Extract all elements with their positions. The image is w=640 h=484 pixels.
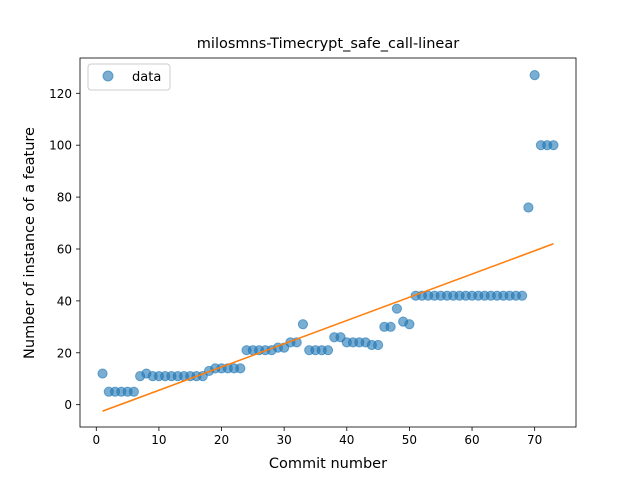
x-tick-label: 0 <box>92 433 100 447</box>
fit-line <box>102 243 554 412</box>
y-tick-label: 60 <box>57 242 72 256</box>
legend-frame <box>87 63 171 91</box>
x-axis-label: Commit number <box>269 456 387 472</box>
y-tick-label: 20 <box>57 346 72 360</box>
data-point <box>391 303 402 314</box>
x-tick-label: 40 <box>339 433 354 447</box>
legend: data <box>87 63 171 91</box>
x-tick-label: 10 <box>151 433 166 447</box>
data-point <box>322 345 334 356</box>
legend-marker-data <box>102 70 114 82</box>
data-point <box>235 363 246 374</box>
data-point <box>373 339 384 351</box>
x-tick-label: 20 <box>214 433 229 447</box>
data-point <box>97 368 108 379</box>
plot-area: 0 10 20 30 40 50 60 70 0 20 40 60 80 100 120 <box>49 57 577 447</box>
y-tick-label: 0 <box>64 398 72 412</box>
x-tick-label: 30 <box>277 433 292 447</box>
data-point <box>385 321 396 332</box>
data-point <box>529 70 540 81</box>
data-point <box>517 290 528 301</box>
y-tick-label: 120 <box>49 87 72 101</box>
data-point <box>548 140 559 151</box>
data-point <box>128 386 139 397</box>
x-tick-label: 50 <box>402 433 417 447</box>
legend-label-data: data <box>132 70 161 85</box>
x-tick-label: 70 <box>527 433 542 447</box>
data-point <box>523 202 534 213</box>
y-axis-label: Number of instance of a feature <box>22 127 38 359</box>
chart-title: milosmns-Timecrypt_safe_call-linear <box>197 36 459 52</box>
data-point <box>297 319 309 330</box>
y-tick-label: 80 <box>57 191 72 205</box>
y-tick-label: 40 <box>57 294 72 308</box>
y-tick-label: 100 <box>49 139 72 153</box>
data-point <box>404 319 415 330</box>
axes-frame <box>79 57 577 428</box>
x-tick-label: 60 <box>464 433 479 447</box>
